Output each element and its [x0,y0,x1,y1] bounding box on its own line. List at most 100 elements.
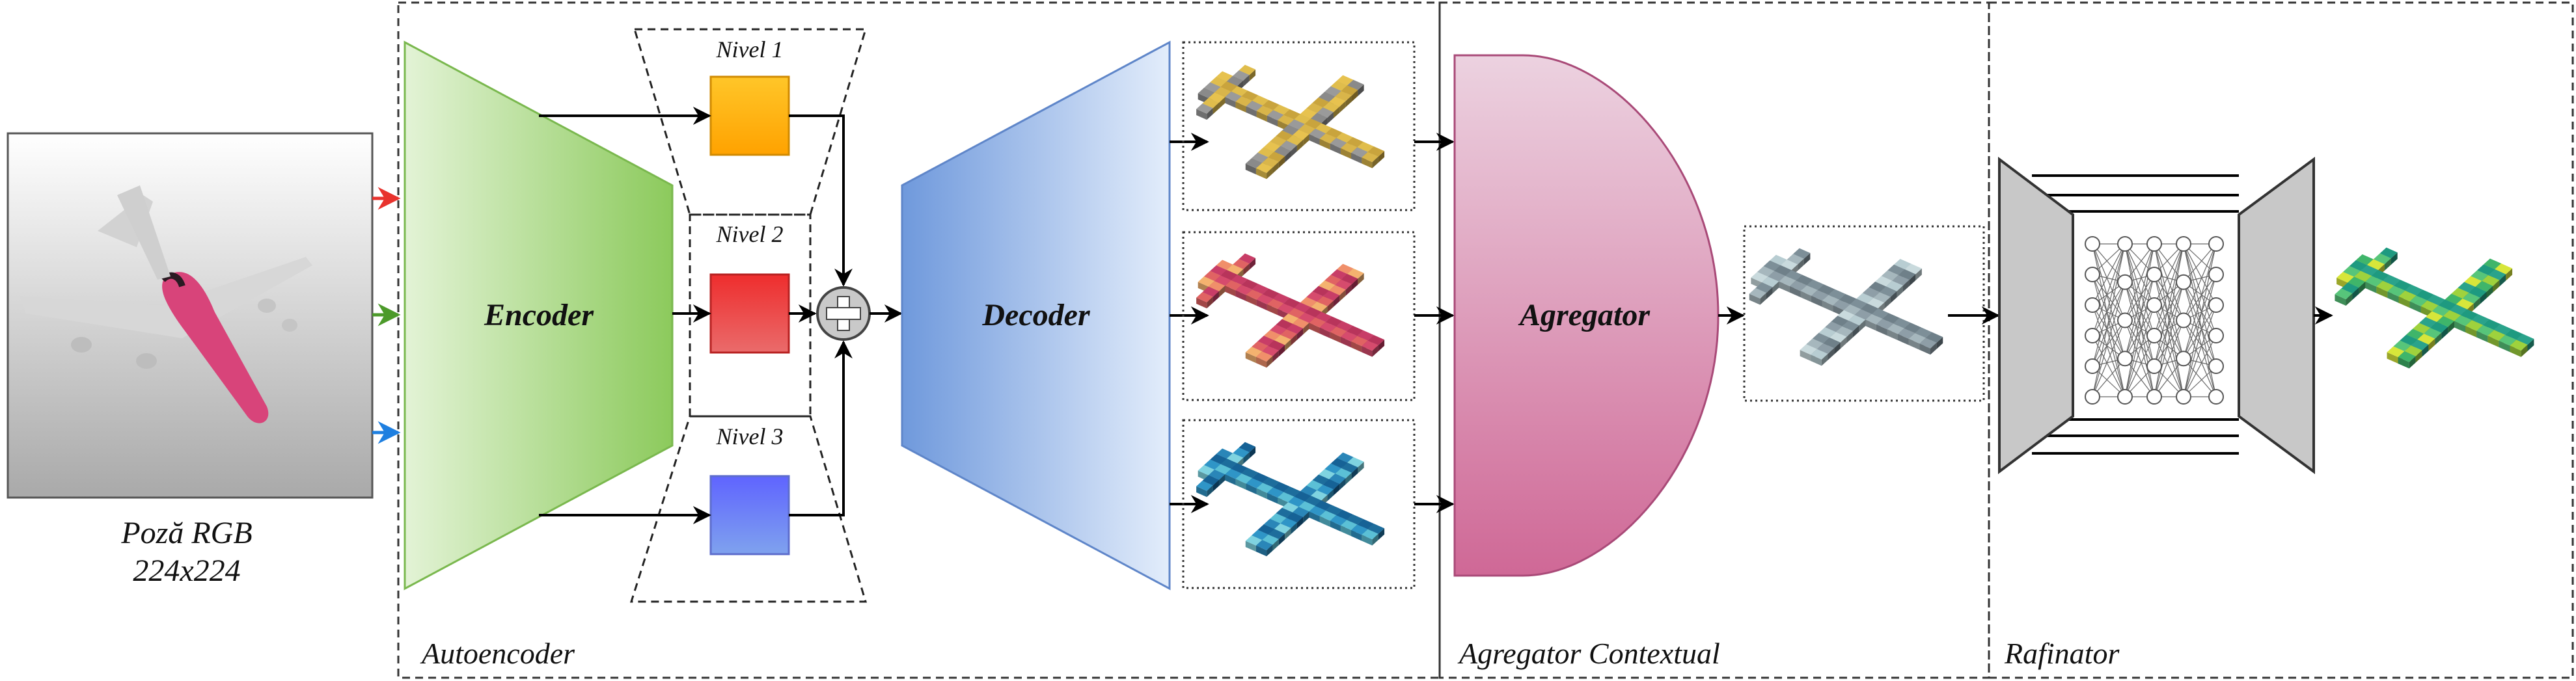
voxel-top [1749,287,1766,299]
section-label-refiner: Rafinator [2004,637,2120,670]
voxel-top [1887,323,1904,334]
voxel-front [1936,337,1943,349]
voxel-front [1213,479,1219,492]
voxel-top [1351,524,1368,535]
voxel-front [1345,284,1352,296]
voxel-side [1267,492,1278,504]
voxel-front [1372,345,1378,357]
voxel-top [2387,286,2405,297]
voxel-top [1196,292,1213,302]
voxel-top [1198,88,1215,98]
voxel-top [1347,457,1364,468]
voxel-top [1235,473,1252,484]
section-label-autoencoder: Autoencoder [420,637,575,670]
voxel-front [2384,258,2391,271]
voxel-front [1327,300,1334,313]
nn-node [2146,328,2162,343]
voxel-side [1246,483,1257,495]
nn-edge [2183,320,2217,397]
nn-edge [2154,358,2184,397]
voxel-top [1919,338,1937,349]
voxel-top [1256,483,1274,493]
voxel-front [1890,291,1897,304]
voxel-front [2448,321,2454,334]
voxel-top [1882,313,1900,324]
voxel-top [1202,475,1219,486]
nn-edge [2183,243,2217,359]
voxel-side [2409,301,2421,313]
nn-node [2208,267,2224,282]
voxel-side [1235,101,1246,113]
nn-edge [2092,282,2126,336]
voxel-top [2476,325,2495,336]
voxel-top [1270,325,1287,335]
voxel-top [1854,309,1872,320]
voxel-top [1263,141,1281,152]
voxel-top [1214,275,1231,286]
voxel-top [1330,81,1348,91]
voxel-top [1231,274,1248,285]
voxel-side [1245,541,1256,552]
voxel-top [2343,266,2361,277]
voxel-front [1333,483,1340,496]
nn-edge [2183,274,2217,359]
voxel-top [2393,340,2411,352]
nn-edge [2154,243,2184,367]
voxel-side [1235,290,1246,301]
nn-node [2176,389,2191,405]
voxel-top [2427,294,2445,306]
voxel-front [1285,527,1291,540]
voxel-front [2359,282,2366,295]
voxel-front [2486,286,2493,299]
voxel-top [1833,299,1850,310]
voxel-front [1278,156,1285,168]
voxel-top [1274,334,1291,345]
voxel-top [2425,311,2443,323]
voxel-front [1834,342,1841,354]
voxel-top [1281,502,1299,513]
voxel-top [1822,295,1839,306]
nn-edge [2183,243,2217,321]
nn-edge [2092,282,2126,367]
nn-edge [2154,274,2184,359]
voxel-top [1233,70,1250,81]
voxel-side [2465,326,2477,338]
input-caption-line2: 224x224 [133,554,240,588]
voxel-top [1304,496,1322,506]
voxel-top [2417,334,2435,345]
nn-edge [2124,274,2155,321]
voxel-top [1839,293,1857,305]
nn-edge [2092,274,2126,321]
voxel-front [1803,252,1811,265]
level-2-label: Nivel 2 [716,221,784,247]
voxel-top [2499,334,2517,346]
nn-edge [2124,320,2155,367]
voxel-top [1329,474,1346,484]
voxel-top [1306,103,1323,113]
nn-edge [2183,304,2217,359]
voxel-front [2473,297,2480,310]
voxel-top [2484,258,2501,270]
voxel-top [1837,310,1855,321]
voxel-front [2527,338,2534,351]
voxel-side [1340,336,1352,348]
voxel-front [1760,293,1766,305]
voxel-front [1243,263,1250,276]
voxel-top [1904,323,1921,334]
voxel-top [1278,114,1295,126]
voxel-top [1315,123,1332,134]
voxel-side [1256,488,1267,500]
voxel-front [1378,151,1385,163]
voxel-top [1281,125,1299,135]
voxel-top [1294,302,1311,313]
nn-edge [2092,243,2126,359]
voxel-front [2499,274,2506,287]
voxel-top [1202,286,1219,297]
voxel-top [1235,284,1252,295]
voxel-top [1835,326,1853,337]
voxel-top [1252,152,1268,163]
voxel-top [1283,297,1300,308]
voxel-top [1330,327,1347,337]
voxel-side [1351,341,1362,353]
aggregator-block [1453,54,1720,577]
